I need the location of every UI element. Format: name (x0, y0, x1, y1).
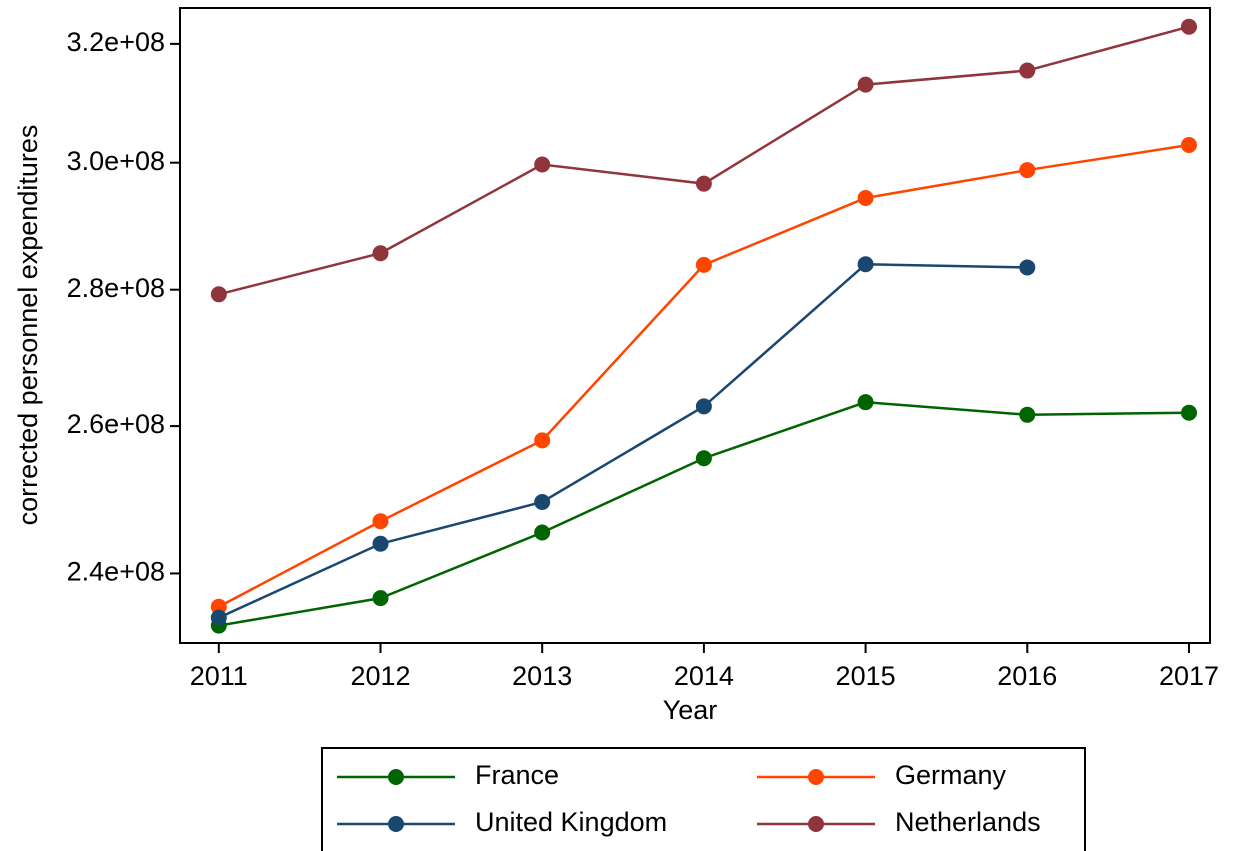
series-line (218, 400, 1189, 627)
y-axis-label: corrected personnel expenditures (13, 125, 43, 526)
legend-label: France (475, 760, 559, 790)
point (1019, 406, 1036, 423)
legend-label: Germany (895, 760, 1007, 790)
point (1180, 404, 1197, 421)
legend-label: Netherlands (895, 807, 1041, 837)
point (534, 432, 551, 449)
x-tick-label: 2017 (1159, 661, 1219, 691)
x-tick-label: 2015 (836, 661, 896, 691)
legend-marker (808, 769, 824, 785)
point (857, 394, 874, 411)
point (372, 590, 389, 607)
point (210, 598, 227, 615)
series-line (218, 25, 1190, 296)
point (857, 256, 874, 273)
point (534, 524, 551, 541)
y-tick-label: 2.8e+08 (67, 273, 165, 303)
y-tick-label: 2.4e+08 (67, 557, 165, 587)
y-tick-label: 2.6e+08 (67, 409, 165, 439)
point (1180, 18, 1197, 35)
x-tick-label: 2016 (997, 661, 1057, 691)
point (372, 535, 389, 552)
series-line (218, 262, 1028, 619)
point (695, 398, 712, 415)
point (1019, 62, 1036, 79)
series-line (218, 143, 1190, 608)
point (1180, 136, 1197, 153)
y-tick-label: 3.2e+08 (67, 27, 165, 57)
point (1019, 162, 1036, 179)
x-tick-label: 2014 (674, 661, 734, 691)
legend-marker (388, 816, 404, 832)
x-tick-label: 2011 (190, 661, 248, 691)
x-tick-label: 2012 (350, 661, 410, 691)
point (372, 245, 389, 262)
plot-frame (179, 7, 1211, 644)
legend-label: United Kingdom (475, 807, 667, 837)
point (695, 256, 712, 273)
legend-marker (388, 769, 404, 785)
point (1019, 259, 1036, 276)
point (534, 493, 551, 510)
x-tick-label: 2013 (512, 661, 572, 691)
x-axis-label: Year (663, 695, 718, 725)
point (695, 450, 712, 467)
point (210, 609, 227, 626)
legend-frame (321, 747, 1086, 851)
point (534, 156, 551, 173)
point (210, 286, 227, 303)
point (857, 76, 874, 93)
legend-marker (808, 816, 824, 832)
point (372, 513, 389, 530)
point (857, 189, 874, 206)
y-tick-label: 3.0e+08 (67, 146, 165, 176)
point (695, 175, 712, 192)
